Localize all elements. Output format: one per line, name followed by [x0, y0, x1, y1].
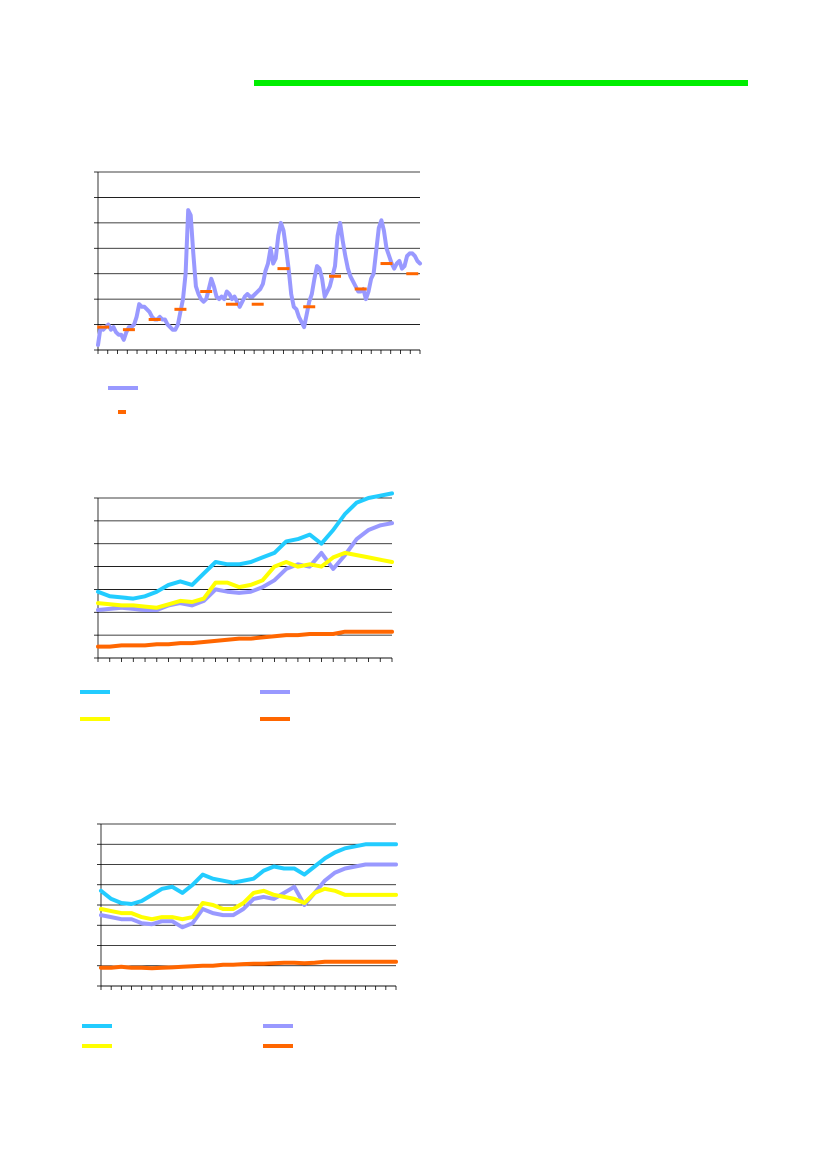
chart-2-legend-series-2 — [260, 690, 290, 694]
chart-3-legend-series-1 — [82, 1024, 112, 1028]
legend-swatch — [82, 1044, 112, 1048]
series-2-line — [96, 521, 394, 612]
chart-2-legend-series-3 — [80, 717, 110, 721]
series-3-line — [99, 886, 398, 922]
chart-3-legend-series-4 — [263, 1044, 293, 1048]
series-3-line — [96, 550, 394, 610]
chart-3-legend-series-3 — [82, 1044, 112, 1048]
series-1-line — [96, 491, 394, 601]
chart-3 — [97, 823, 398, 990]
series-1-line — [99, 842, 398, 906]
chart-3-legend-series-2 — [263, 1024, 293, 1028]
chart-2-legend-series-4 — [260, 717, 290, 721]
chart-1 — [94, 171, 422, 354]
series-4-line — [99, 959, 398, 971]
header-accent-bar — [254, 80, 748, 86]
legend-swatch — [263, 1024, 293, 1028]
legend-swatch — [82, 1024, 112, 1028]
series-2-line — [99, 862, 398, 930]
legend-swatch — [80, 690, 110, 694]
legend-swatch — [263, 1044, 293, 1048]
chart-1-legend-series-2 — [118, 410, 126, 414]
legend-swatch — [260, 690, 290, 694]
chart-2-legend-series-1 — [80, 690, 110, 694]
chart-2 — [94, 491, 394, 662]
legend-swatch — [108, 386, 138, 390]
series-1-line — [96, 208, 422, 347]
series-4-line — [96, 629, 394, 649]
legend-swatch — [118, 410, 126, 414]
legend-swatch — [260, 717, 290, 721]
chart-1-legend-series-1 — [108, 386, 138, 390]
legend-swatch — [80, 717, 110, 721]
